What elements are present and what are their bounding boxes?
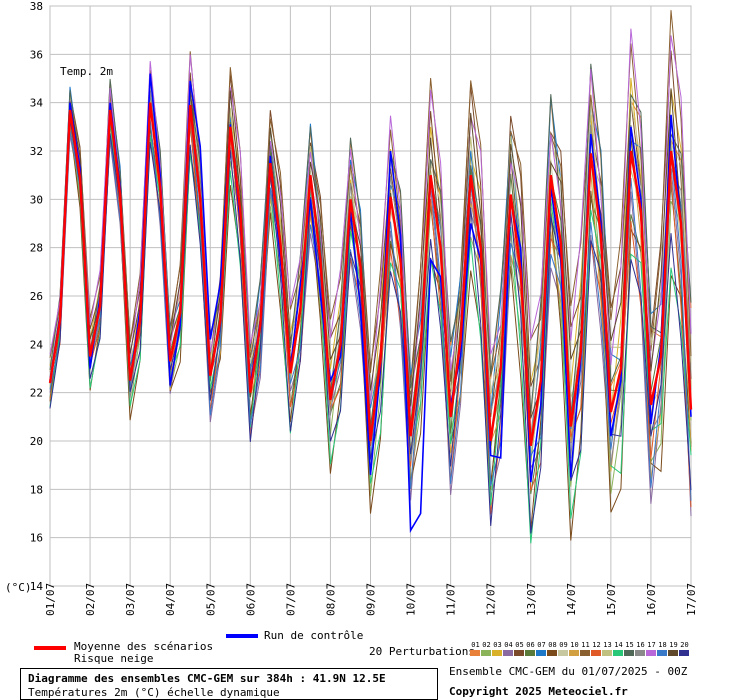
perturbation-swatch-17 bbox=[646, 650, 656, 656]
perturbation-id-02: 02 bbox=[482, 641, 491, 649]
y-tick-label: 38 bbox=[30, 0, 43, 13]
copyright: Copyright 2025 Meteociel.fr bbox=[449, 685, 628, 698]
x-tick-label: 06/07 bbox=[244, 583, 257, 616]
x-tick-label: 11/07 bbox=[445, 583, 458, 616]
perturbation-swatch-02 bbox=[481, 650, 491, 656]
perturbation-swatch-13 bbox=[602, 650, 612, 656]
y-tick-label: 28 bbox=[30, 242, 43, 255]
x-tick-label: 03/07 bbox=[124, 583, 137, 616]
y-tick-label: 34 bbox=[30, 97, 44, 110]
perturbation-swatch-09 bbox=[558, 650, 568, 656]
perturbation-id-16: 16 bbox=[636, 641, 645, 649]
perturbation-id-04: 04 bbox=[504, 641, 513, 649]
x-tick-label: 17/07 bbox=[685, 583, 698, 616]
panel-label: Temp. 2m bbox=[60, 65, 113, 78]
y-tick-label: 14 bbox=[30, 580, 44, 593]
perturbation-swatch-08 bbox=[547, 650, 557, 656]
perturbation-id-14: 14 bbox=[614, 641, 623, 649]
x-tick-label: 14/07 bbox=[565, 583, 578, 616]
perturbation-id-08: 08 bbox=[548, 641, 557, 649]
x-tick-label: 10/07 bbox=[405, 583, 418, 616]
y-tick-label: 36 bbox=[30, 48, 43, 61]
perturbation-id-12: 12 bbox=[592, 641, 601, 649]
x-tick-label: 15/07 bbox=[605, 583, 618, 616]
y-tick-label: 22 bbox=[30, 387, 43, 400]
x-tick-label: 16/07 bbox=[645, 583, 658, 616]
y-tick-label: 26 bbox=[30, 290, 43, 303]
perturbation-id-05: 05 bbox=[515, 641, 524, 649]
legend-mean-label: Moyenne des scénarios bbox=[74, 640, 214, 653]
perturbation-line-17 bbox=[49, 28, 692, 412]
perturbation-swatch-06 bbox=[525, 650, 535, 656]
x-tick-label: 08/07 bbox=[324, 583, 337, 616]
perturbation-id-10: 10 bbox=[570, 641, 579, 649]
legend-perturbations-label: 20 Perturbations bbox=[369, 645, 475, 658]
x-tick-label: 02/07 bbox=[84, 583, 97, 616]
title-box: Diagramme des ensembles CMC-GEM sur 384h… bbox=[20, 668, 438, 700]
perturbation-id-17: 17 bbox=[647, 641, 656, 649]
perturbation-swatch-20 bbox=[679, 650, 689, 656]
perturbation-swatch-15 bbox=[624, 650, 634, 656]
legend-mean-swatch bbox=[34, 646, 66, 650]
chart-title: Diagramme des ensembles CMC-GEM sur 384h… bbox=[28, 672, 386, 685]
perturbation-id-09: 09 bbox=[559, 641, 568, 649]
perturbation-swatch-19 bbox=[668, 650, 678, 656]
perturbation-swatch-01 bbox=[470, 650, 480, 656]
perturbation-id-06: 06 bbox=[526, 641, 535, 649]
x-tick-label: 05/07 bbox=[204, 583, 217, 616]
y-tick-label: 30 bbox=[30, 193, 43, 206]
ensemble-chart: 14 16 18 20 22 24 26 28 30 32 34 36 38 01/07 02/07 03/0… bbox=[5, 0, 698, 616]
perturbation-line-20 bbox=[49, 117, 692, 534]
x-tick-label: 13/07 bbox=[525, 583, 538, 616]
perturbation-swatch-14 bbox=[613, 650, 623, 656]
y-tick-label: 20 bbox=[30, 435, 43, 448]
y-tick-label: 32 bbox=[30, 145, 43, 158]
chart-subtitle: Températures 2m (°C) échelle dynamique bbox=[28, 686, 280, 699]
perturbation-swatch-11 bbox=[580, 650, 590, 656]
perturbation-swatch-03 bbox=[492, 650, 502, 656]
x-tick-label: 04/07 bbox=[164, 583, 177, 616]
perturbation-id-18: 18 bbox=[658, 641, 667, 649]
run-info: Ensemble CMC-GEM du 01/07/2025 - 00Z bbox=[449, 665, 688, 678]
perturbation-id-01: 01 bbox=[471, 641, 480, 649]
x-tick-label: 07/07 bbox=[284, 583, 297, 616]
y-tick-label: 24 bbox=[30, 338, 44, 351]
legend-snow-label: Risque neige bbox=[74, 652, 154, 665]
y-tick-label: 18 bbox=[30, 483, 43, 496]
perturbation-swatch-18 bbox=[657, 650, 667, 656]
x-tick-label: 01/07 bbox=[44, 583, 57, 616]
perturbation-swatch-16 bbox=[635, 650, 645, 656]
y-tick-label: 16 bbox=[30, 532, 43, 545]
legend-control-swatch bbox=[226, 634, 258, 638]
mean-line bbox=[48, 102, 693, 446]
perturbation-swatch-04 bbox=[503, 650, 513, 656]
perturbation-swatch-05 bbox=[514, 650, 524, 656]
perturbation-id-19: 19 bbox=[669, 641, 678, 649]
perturbation-id-07: 07 bbox=[537, 641, 546, 649]
x-tick-label: 09/07 bbox=[365, 583, 378, 616]
y-unit-label: (°C) bbox=[5, 581, 32, 594]
perturbation-id-11: 11 bbox=[581, 641, 590, 649]
perturbation-swatch-12 bbox=[591, 650, 601, 656]
perturbation-id-03: 03 bbox=[493, 641, 502, 649]
perturbation-id-15: 15 bbox=[625, 641, 634, 649]
perturbation-id-13: 13 bbox=[603, 641, 612, 649]
x-tick-label: 12/07 bbox=[485, 583, 498, 616]
perturbation-swatch-07 bbox=[536, 650, 546, 656]
legend-control-label: Run de contrôle bbox=[264, 629, 364, 642]
perturbation-id-20: 20 bbox=[680, 641, 689, 649]
perturbation-swatch-10 bbox=[569, 650, 579, 656]
